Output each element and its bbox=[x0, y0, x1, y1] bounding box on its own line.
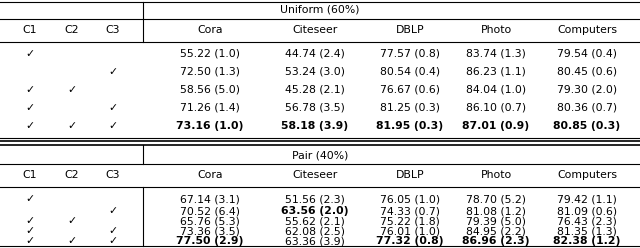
Text: ✓: ✓ bbox=[108, 67, 118, 77]
Text: ✓: ✓ bbox=[26, 85, 35, 95]
Text: 51.56 (2.3): 51.56 (2.3) bbox=[285, 194, 345, 204]
Text: 76.01 (1.0): 76.01 (1.0) bbox=[380, 226, 440, 236]
Text: C3: C3 bbox=[106, 25, 120, 35]
Text: ✓: ✓ bbox=[26, 194, 35, 204]
Text: C2: C2 bbox=[65, 25, 79, 35]
Text: 72.50 (1.3): 72.50 (1.3) bbox=[180, 67, 240, 77]
Text: 77.32 (0.8): 77.32 (0.8) bbox=[376, 236, 444, 246]
Text: ✓: ✓ bbox=[108, 226, 118, 236]
Text: 80.36 (0.7): 80.36 (0.7) bbox=[557, 103, 617, 113]
Text: 81.09 (0.6): 81.09 (0.6) bbox=[557, 206, 617, 216]
Text: ✓: ✓ bbox=[67, 236, 77, 246]
Text: Photo: Photo bbox=[481, 170, 511, 180]
Text: ✓: ✓ bbox=[67, 216, 77, 226]
Text: 53.24 (3.0): 53.24 (3.0) bbox=[285, 67, 345, 77]
Text: C3: C3 bbox=[106, 170, 120, 180]
Text: 79.54 (0.4): 79.54 (0.4) bbox=[557, 49, 617, 59]
Text: 58.56 (5.0): 58.56 (5.0) bbox=[180, 85, 240, 95]
Text: ✓: ✓ bbox=[26, 103, 35, 113]
Text: 58.18 (3.9): 58.18 (3.9) bbox=[282, 121, 349, 131]
Text: 87.01 (0.9): 87.01 (0.9) bbox=[463, 121, 529, 131]
Text: ✓: ✓ bbox=[67, 121, 77, 131]
Text: 56.78 (3.5): 56.78 (3.5) bbox=[285, 103, 345, 113]
Text: 84.04 (1.0): 84.04 (1.0) bbox=[466, 85, 526, 95]
Text: 86.23 (1.1): 86.23 (1.1) bbox=[466, 67, 526, 77]
Text: 80.45 (0.6): 80.45 (0.6) bbox=[557, 67, 617, 77]
Text: 63.36 (3.9): 63.36 (3.9) bbox=[285, 236, 345, 246]
Text: 55.22 (1.0): 55.22 (1.0) bbox=[180, 49, 240, 59]
Text: 76.05 (1.0): 76.05 (1.0) bbox=[380, 194, 440, 204]
Text: DBLP: DBLP bbox=[396, 170, 424, 180]
Text: ✓: ✓ bbox=[26, 236, 35, 246]
Text: ✓: ✓ bbox=[26, 216, 35, 226]
Text: ✓: ✓ bbox=[108, 236, 118, 246]
Text: Uniform (60%): Uniform (60%) bbox=[280, 5, 360, 15]
Text: 86.96 (2.3): 86.96 (2.3) bbox=[462, 236, 530, 246]
Text: Computers: Computers bbox=[557, 25, 617, 35]
Text: 62.08 (2.5): 62.08 (2.5) bbox=[285, 226, 345, 236]
Text: 79.39 (5.0): 79.39 (5.0) bbox=[466, 216, 526, 226]
Text: 79.30 (2.0): 79.30 (2.0) bbox=[557, 85, 617, 95]
Text: Computers: Computers bbox=[557, 170, 617, 180]
Text: 81.25 (0.3): 81.25 (0.3) bbox=[380, 103, 440, 113]
Text: 45.28 (2.1): 45.28 (2.1) bbox=[285, 85, 345, 95]
Text: 80.85 (0.3): 80.85 (0.3) bbox=[554, 121, 621, 131]
Text: Cora: Cora bbox=[197, 170, 223, 180]
Text: 77.50 (2.9): 77.50 (2.9) bbox=[176, 236, 244, 246]
Text: Pair (40%): Pair (40%) bbox=[292, 150, 348, 160]
Text: DBLP: DBLP bbox=[396, 25, 424, 35]
Text: ✓: ✓ bbox=[108, 206, 118, 216]
Text: Citeseer: Citeseer bbox=[292, 25, 338, 35]
Text: 70.52 (6.4): 70.52 (6.4) bbox=[180, 206, 240, 216]
Text: Cora: Cora bbox=[197, 25, 223, 35]
Text: 74.33 (0.7): 74.33 (0.7) bbox=[380, 206, 440, 216]
Text: 80.54 (0.4): 80.54 (0.4) bbox=[380, 67, 440, 77]
Text: C1: C1 bbox=[23, 25, 37, 35]
Text: 65.76 (5.3): 65.76 (5.3) bbox=[180, 216, 240, 226]
Text: Photo: Photo bbox=[481, 25, 511, 35]
Text: 84.95 (2.2): 84.95 (2.2) bbox=[466, 226, 526, 236]
Text: 83.74 (1.3): 83.74 (1.3) bbox=[466, 49, 526, 59]
Text: 67.14 (3.1): 67.14 (3.1) bbox=[180, 194, 240, 204]
Text: 86.10 (0.7): 86.10 (0.7) bbox=[466, 103, 526, 113]
Text: 81.08 (1.2): 81.08 (1.2) bbox=[466, 206, 526, 216]
Text: 44.74 (2.4): 44.74 (2.4) bbox=[285, 49, 345, 59]
Text: C1: C1 bbox=[23, 170, 37, 180]
Text: 76.43 (2.3): 76.43 (2.3) bbox=[557, 216, 617, 226]
Text: 71.26 (1.4): 71.26 (1.4) bbox=[180, 103, 240, 113]
Text: 76.67 (0.6): 76.67 (0.6) bbox=[380, 85, 440, 95]
Text: Citeseer: Citeseer bbox=[292, 170, 338, 180]
Text: 81.35 (1.3): 81.35 (1.3) bbox=[557, 226, 617, 236]
Text: ✓: ✓ bbox=[67, 85, 77, 95]
Text: ✓: ✓ bbox=[26, 226, 35, 236]
Text: 63.56 (2.0): 63.56 (2.0) bbox=[281, 206, 349, 216]
Text: 77.57 (0.8): 77.57 (0.8) bbox=[380, 49, 440, 59]
Text: 78.70 (5.2): 78.70 (5.2) bbox=[466, 194, 526, 204]
Text: 73.36 (3.5): 73.36 (3.5) bbox=[180, 226, 240, 236]
Text: ✓: ✓ bbox=[108, 103, 118, 113]
Text: C2: C2 bbox=[65, 170, 79, 180]
Text: 73.16 (1.0): 73.16 (1.0) bbox=[176, 121, 244, 131]
Text: ✓: ✓ bbox=[26, 49, 35, 59]
Text: 82.38 (1.2): 82.38 (1.2) bbox=[554, 236, 621, 246]
Text: ✓: ✓ bbox=[26, 121, 35, 131]
Text: 79.42 (1.1): 79.42 (1.1) bbox=[557, 194, 617, 204]
Text: ✓: ✓ bbox=[108, 121, 118, 131]
Text: 75.22 (1.8): 75.22 (1.8) bbox=[380, 216, 440, 226]
Text: 81.95 (0.3): 81.95 (0.3) bbox=[376, 121, 444, 131]
Text: 55.62 (2.1): 55.62 (2.1) bbox=[285, 216, 345, 226]
